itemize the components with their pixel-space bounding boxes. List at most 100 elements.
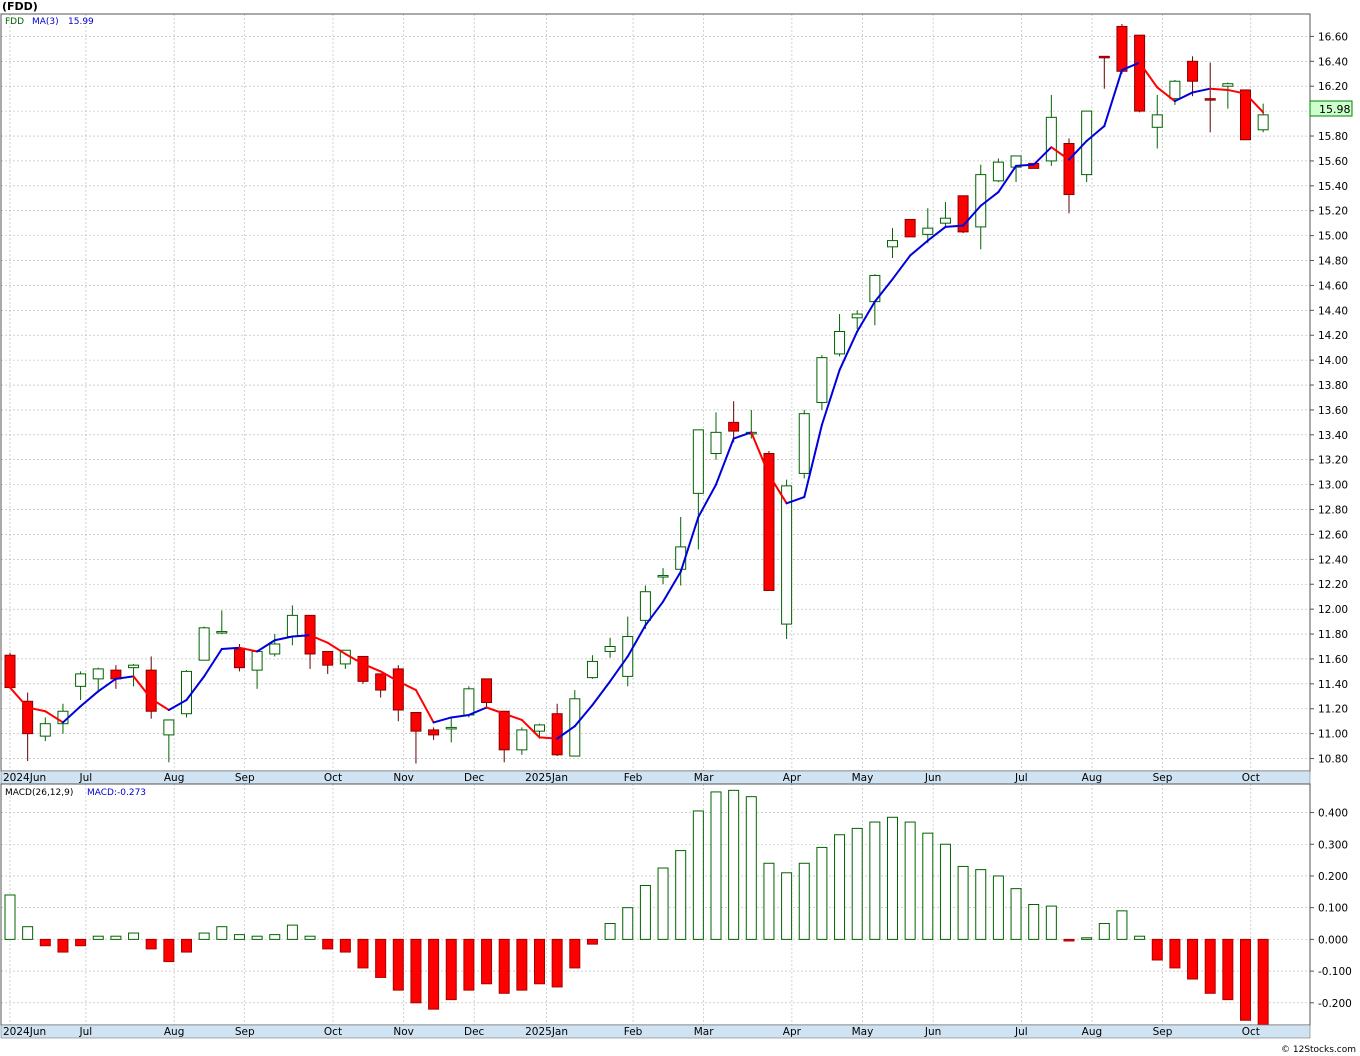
macd-bar-positive <box>745 796 757 940</box>
macd-x-tick-label: 2024Jun <box>3 1026 46 1038</box>
macd-bar-positive <box>1010 888 1022 940</box>
macd-bar-positive <box>110 935 122 940</box>
candle-down <box>481 678 493 704</box>
ma-segment <box>26 706 47 713</box>
macd-bar-positive <box>198 932 210 940</box>
price-x-tick-label: Feb <box>624 772 643 784</box>
price-y-tick-label: 12.80 <box>1318 505 1348 517</box>
ma-segment <box>344 652 364 665</box>
ma-segment <box>644 600 665 627</box>
price-y-tick-label: 13.80 <box>1318 380 1348 392</box>
ma-segment <box>220 646 241 650</box>
macd-bar-positive <box>816 846 828 940</box>
ma-segment <box>44 710 64 724</box>
macd-bar-negative <box>428 938 440 1010</box>
price-y-tick-label: 13.00 <box>1318 480 1348 492</box>
price-x-tick-label: Aug <box>164 772 185 784</box>
price-panel: 10.80 11.00 11.20 11.40 11.60 11.80 12.00 12.20… <box>0 13 1353 785</box>
macd-bar-positive <box>1116 910 1128 940</box>
price-y-tick-label: 14.80 <box>1318 256 1348 268</box>
ma-segment <box>9 686 29 709</box>
macd-legend-value: MACD:-0.273 <box>87 788 146 798</box>
candle-down <box>4 654 16 689</box>
macd-bar-negative <box>1204 938 1216 994</box>
price-y-tick-label: 11.80 <box>1318 629 1348 641</box>
ma-segment <box>150 697 170 711</box>
candle-down <box>1063 142 1075 196</box>
price-x-tick-label: Oct <box>1242 772 1260 784</box>
macd-bar-negative <box>1187 938 1199 980</box>
candle-up <box>657 575 669 578</box>
candle-up <box>992 161 1004 182</box>
macd-bar-negative <box>1257 938 1269 1027</box>
ma-segment <box>1173 91 1194 103</box>
price-x-axis: 2024Jun Jul Aug Sep Oct Nov Dec 2025Jan Feb Mar Ap… <box>3 772 1260 784</box>
macd-x-axis: 2024Jun Jul Aug Sep Oct Nov Dec 2025Jan Feb Mar Ap… <box>3 1026 1260 1038</box>
price-x-axis-band <box>0 770 1311 785</box>
price-y-tick-label: 12.40 <box>1318 554 1348 566</box>
ma-segment <box>79 690 100 708</box>
macd-bar-negative <box>586 938 598 945</box>
macd-x-tick-label: Sep <box>235 1026 255 1038</box>
macd-bar-negative <box>181 938 192 953</box>
price-y-tick-label: 11.20 <box>1318 704 1348 716</box>
macd-bar-positive <box>781 872 793 940</box>
macd-bar-negative <box>1063 938 1075 942</box>
macd-bar-positive <box>604 923 616 940</box>
candle-up <box>163 719 175 736</box>
macd-bar-positive <box>851 827 863 940</box>
ma-segment <box>679 516 700 573</box>
candle-up <box>887 240 898 248</box>
price-x-tick-label: Dec <box>464 772 485 784</box>
candle-up <box>834 330 846 355</box>
ma-segment <box>820 369 841 426</box>
price-y-tick-label: 13.60 <box>1318 405 1348 417</box>
ma-segment <box>256 639 276 653</box>
ma-segment <box>1068 139 1088 161</box>
candle-up <box>92 668 104 680</box>
candle-up <box>286 614 298 638</box>
macd-bar-positive <box>92 935 104 940</box>
macd-bar-negative <box>481 938 493 985</box>
macd-bar-negative <box>569 938 581 969</box>
price-x-tick-label: Oct <box>324 772 342 784</box>
candle-down <box>1116 25 1128 72</box>
macd-x-tick-label: Aug <box>1082 1026 1103 1038</box>
price-x-tick-label: Nov <box>393 772 414 784</box>
ma-segment <box>414 689 435 724</box>
ma-segment <box>326 641 347 655</box>
price-x-tick-label: Jun <box>924 772 941 784</box>
candle-up <box>269 643 281 655</box>
macd-bars <box>4 789 1269 1027</box>
ma-segment <box>750 431 770 476</box>
price-y-tick-label: 13.40 <box>1318 430 1348 442</box>
candle-down <box>1098 55 1110 59</box>
ma-segment <box>1032 146 1053 166</box>
candle-down <box>357 655 369 682</box>
ma-segment <box>979 191 1000 207</box>
ma-segment <box>856 300 876 333</box>
ma-segment <box>909 239 929 257</box>
candle-up <box>781 485 793 625</box>
macd-x-tick-label: Jun <box>924 1026 941 1038</box>
ma-segment <box>1209 87 1229 91</box>
macd-bar-positive <box>4 894 16 940</box>
macd-bar-positive <box>304 935 316 940</box>
macd-y-tick-label: 0.400 <box>1318 808 1348 820</box>
ma-segment <box>485 706 506 715</box>
macd-x-axis-band <box>0 1024 1311 1039</box>
candle-down <box>1204 98 1216 101</box>
macd-bar-negative <box>1222 938 1234 1001</box>
ma-segment <box>379 670 400 683</box>
macd-bar-negative <box>75 938 87 947</box>
macd-bar-positive <box>1134 935 1146 940</box>
macd-bar-negative <box>551 938 563 988</box>
candle-up <box>586 660 598 679</box>
ma-segment <box>1138 61 1159 89</box>
candle-down <box>1134 34 1146 112</box>
candle-down <box>375 673 387 691</box>
ma-segment <box>467 706 488 716</box>
candle-up <box>534 724 545 732</box>
ma-segment <box>732 431 753 440</box>
